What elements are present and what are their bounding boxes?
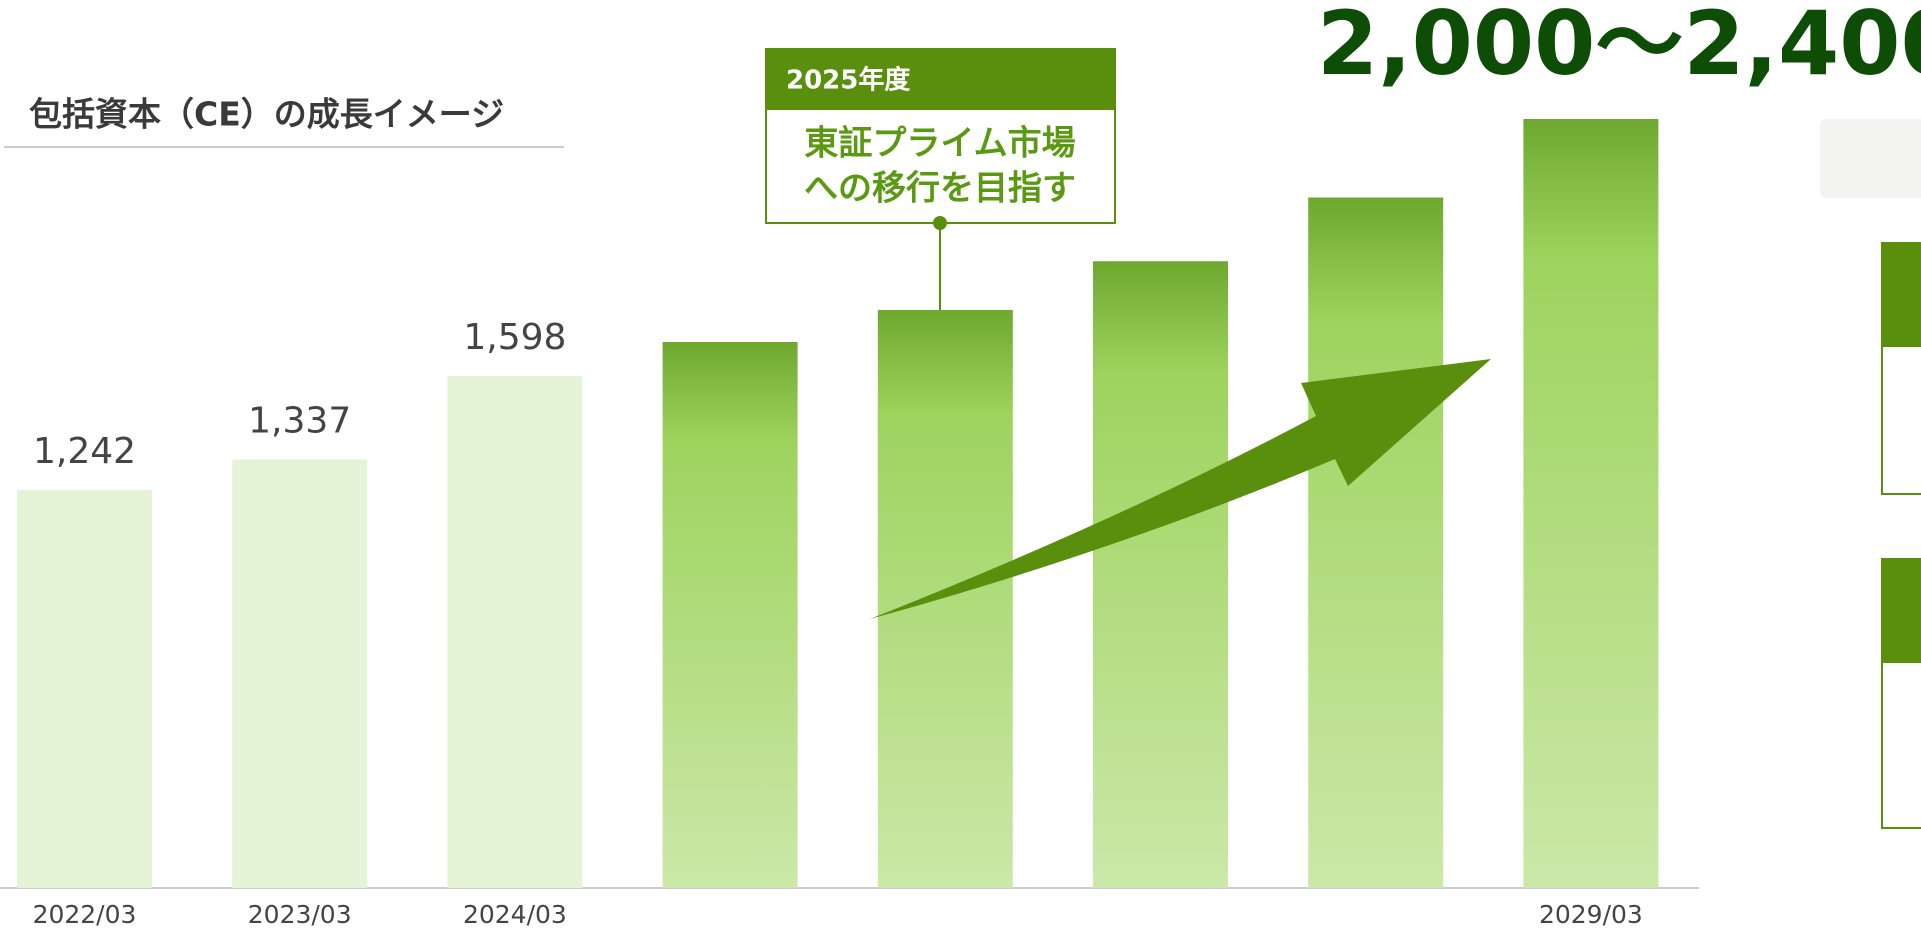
chart-title: 包括資本（CE）の成長イメージ bbox=[29, 95, 504, 134]
x-tick-label: 2029/03 bbox=[1539, 900, 1643, 929]
bar bbox=[1308, 197, 1444, 889]
x-tick-label: 2023/03 bbox=[248, 900, 352, 929]
target: 2,000～2,400億円 bbox=[1317, 0, 1921, 95]
callout-dot bbox=[933, 216, 947, 230]
bar bbox=[1093, 261, 1228, 888]
bar bbox=[232, 459, 368, 888]
x-tick-label: 2022/03 bbox=[33, 900, 137, 929]
bar bbox=[662, 342, 798, 888]
bar bbox=[877, 309, 1013, 888]
bar bbox=[17, 490, 152, 888]
bars: 1,242 2022/03 1,337 2023/03 1,598 2024/03 2029… bbox=[17, 119, 1659, 929]
bar bbox=[447, 375, 583, 889]
side-box-header bbox=[1882, 559, 1921, 663]
value-label: 1,598 bbox=[463, 317, 566, 358]
callout-header bbox=[766, 49, 1115, 110]
value-label: 1,337 bbox=[248, 401, 351, 442]
target-value: 2,000～2,400 bbox=[1317, 0, 1921, 95]
growth-arrow bbox=[870, 359, 1491, 619]
value-label: 1,242 bbox=[33, 431, 136, 472]
x-tick-label: 2024/03 bbox=[463, 900, 567, 929]
side-panel bbox=[1820, 119, 1921, 198]
callout-line: 東証プライム市場 bbox=[804, 124, 1075, 164]
callout-line: への移行を目指す bbox=[804, 169, 1076, 209]
side-box-header bbox=[1882, 243, 1921, 347]
callout-header-text: 2025年度 bbox=[786, 65, 910, 96]
bar bbox=[1523, 119, 1659, 888]
